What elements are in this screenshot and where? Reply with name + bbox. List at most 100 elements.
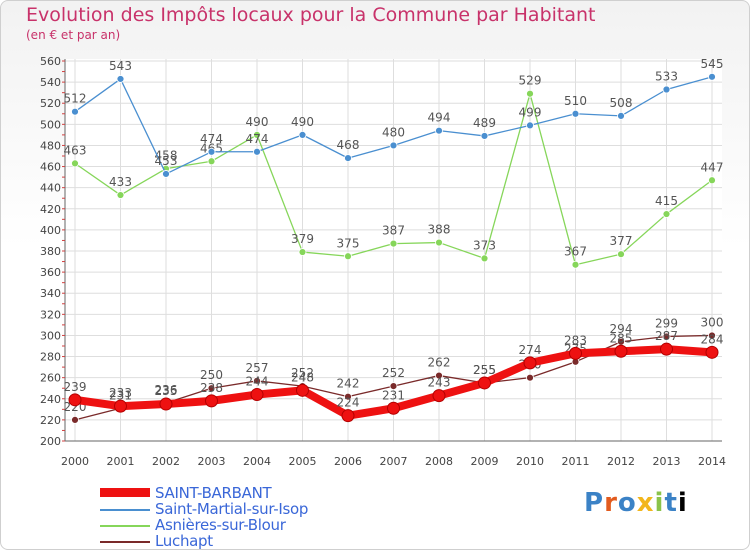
data-point	[526, 121, 534, 130]
data-point	[344, 154, 352, 163]
data-label: 510	[564, 94, 587, 108]
chart-title: Evolution des Impôts locaux pour la Comm…	[26, 4, 596, 26]
data-point	[344, 392, 352, 401]
x-tick-label: 2001	[107, 455, 135, 468]
data-point	[71, 107, 79, 116]
y-tick-label: 240	[40, 393, 61, 406]
data-point	[344, 252, 352, 261]
data-label: 499	[519, 105, 542, 119]
data-label: 252	[291, 366, 314, 380]
y-tick-label: 520	[40, 97, 61, 110]
data-point	[526, 89, 534, 98]
data-point	[116, 75, 125, 83]
y-tick-label: 260	[40, 372, 61, 385]
data-label: 294	[610, 322, 633, 336]
data-label: 252	[382, 366, 405, 380]
data-label: 529	[519, 74, 542, 88]
proxiti-logo: Proxiti	[584, 488, 688, 518]
x-tick-label: 2005	[289, 455, 317, 468]
data-label: 274	[519, 343, 542, 357]
y-tick-label: 320	[40, 308, 61, 321]
data-label: 453	[155, 154, 178, 168]
data-label: 239	[64, 380, 87, 394]
y-tick-label: 200	[40, 435, 61, 448]
data-label: 238	[200, 381, 223, 395]
data-point	[662, 332, 671, 341]
data-label: 533	[655, 70, 678, 84]
y-tick-label: 500	[40, 118, 61, 131]
data-point	[432, 389, 446, 403]
data-point	[205, 394, 218, 408]
data-label: 463	[64, 143, 87, 157]
data-point	[207, 384, 216, 393]
x-tick-label: 2013	[653, 455, 681, 468]
data-point	[478, 376, 491, 390]
data-label: 236	[155, 383, 178, 397]
data-label: 545	[701, 57, 724, 71]
data-point	[298, 130, 307, 139]
data-label: 243	[428, 376, 451, 390]
data-point	[708, 72, 716, 81]
y-tick-label: 460	[40, 161, 61, 174]
data-label: 224	[337, 396, 360, 410]
x-tick-label: 2008	[425, 455, 453, 468]
data-label: 490	[291, 115, 314, 129]
data-point	[253, 130, 261, 139]
y-tick-label: 340	[40, 287, 61, 300]
data-point	[480, 254, 489, 263]
data-label: 233	[109, 386, 132, 400]
data-label: 285	[610, 331, 633, 345]
data-point	[435, 238, 443, 247]
x-tick-label: 2002	[152, 455, 180, 468]
x-tick-label: 2009	[471, 455, 499, 468]
data-point	[705, 345, 719, 359]
legend-swatch-saint-barbant	[100, 488, 150, 497]
x-tick-label: 2006	[334, 455, 362, 468]
chart-subtitle: (en € et par an)	[26, 28, 121, 42]
data-label: 367	[564, 245, 587, 259]
data-label: 287	[655, 329, 678, 343]
x-tick-label: 2012	[607, 455, 635, 468]
data-label: 255	[473, 363, 496, 377]
data-point	[614, 344, 628, 358]
data-label: 242	[337, 377, 360, 391]
data-point	[569, 346, 582, 360]
data-point	[389, 141, 398, 150]
data-label: 388	[428, 223, 451, 237]
data-label: 250	[200, 368, 223, 382]
data-point	[116, 191, 125, 199]
data-label: 300	[701, 315, 724, 329]
data-point	[708, 331, 716, 340]
x-tick-label: 2010	[516, 455, 544, 468]
y-tick-label: 480	[40, 139, 61, 152]
data-label: 433	[109, 175, 132, 189]
data-label: 494	[428, 111, 451, 125]
data-label: 248	[291, 370, 314, 384]
y-tick-label: 560	[40, 55, 61, 68]
y-tick-label: 540	[40, 76, 61, 89]
y-tick-label: 440	[40, 182, 61, 195]
data-label: 512	[64, 92, 87, 106]
data-label: 244	[246, 375, 269, 389]
data-label: 543	[109, 59, 132, 73]
data-label: 447	[701, 160, 724, 174]
data-point	[207, 157, 216, 166]
data-point	[708, 176, 716, 185]
legend-swatch-saint-martial	[100, 509, 150, 511]
data-point	[207, 147, 216, 156]
data-point	[435, 371, 443, 380]
data-point	[250, 388, 264, 402]
data-point	[71, 159, 79, 168]
data-point	[662, 210, 671, 218]
data-label: 283	[564, 333, 587, 347]
x-tick-label: 2007	[380, 455, 408, 468]
data-label: 257	[246, 361, 269, 375]
y-tick-label: 280	[40, 351, 61, 364]
x-tick-label: 2011	[562, 455, 590, 468]
legend-label-asnieres: Asnières-sur-Blour	[155, 516, 286, 534]
data-label: 468	[337, 138, 360, 152]
x-tick-label: 2000	[61, 455, 89, 468]
data-point	[660, 342, 673, 356]
data-point	[571, 109, 580, 118]
